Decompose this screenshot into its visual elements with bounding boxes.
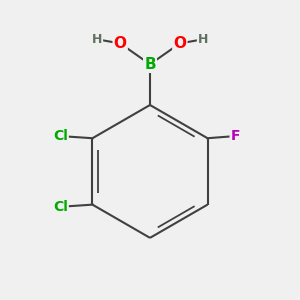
Text: F: F	[231, 129, 240, 143]
Text: Cl: Cl	[53, 129, 68, 143]
Text: O: O	[173, 36, 186, 51]
Text: B: B	[144, 57, 156, 72]
Text: H: H	[92, 33, 102, 46]
Text: H: H	[198, 33, 208, 46]
Text: Cl: Cl	[53, 200, 68, 214]
Text: O: O	[114, 36, 127, 51]
